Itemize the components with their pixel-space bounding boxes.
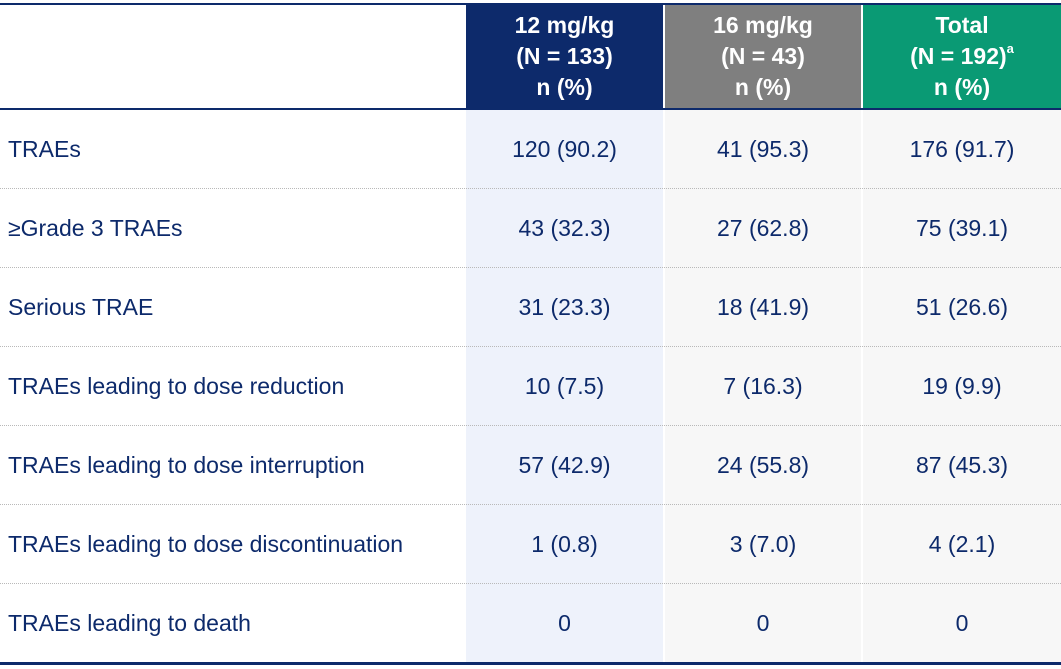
footnote-marker: a — [1006, 41, 1014, 57]
row-divider — [0, 346, 1061, 347]
header-rule — [0, 108, 1061, 110]
column-header-total: Total (N = 192)a n (%) — [863, 5, 1061, 108]
cell-12mg: 31 (23.3) — [518, 294, 611, 320]
column-shading-16mg — [665, 110, 861, 662]
column-header-n: (N = 192) — [910, 43, 1007, 69]
cell-12mg: 57 (42.9) — [518, 452, 611, 478]
cell-total: 4 (2.1) — [928, 531, 996, 557]
cell-16mg: 3 (7.0) — [729, 531, 797, 557]
table-bottom-rule — [0, 662, 1061, 665]
row-label: TRAEs leading to death — [8, 610, 251, 636]
column-header-16mg: 16 mg/kg (N = 43) n (%) — [665, 5, 861, 108]
column-header-dose: Total — [935, 12, 989, 38]
row-label: TRAEs leading to dose reduction — [8, 373, 345, 399]
table-row: Serious TRAE 31 (23.3) 18 (41.9) 51 (26.… — [0, 268, 1061, 347]
table-row: TRAEs 120 (90.2) 41 (95.3) 176 (91.7) — [0, 110, 1061, 189]
table-row: TRAEs leading to dose discontinuation 1 … — [0, 505, 1061, 584]
row-label: TRAEs leading to dose interruption — [8, 452, 365, 478]
cell-12mg: 1 (0.8) — [531, 531, 598, 557]
column-header-unit: n (%) — [933, 74, 991, 100]
row-label: Serious TRAE — [8, 294, 154, 320]
column-header-dose: 16 mg/kg — [713, 12, 813, 38]
column-shading-total — [863, 110, 1061, 662]
row-divider — [0, 188, 1061, 189]
table-row: TRAEs leading to dose reduction 10 (7.5)… — [0, 347, 1061, 426]
column-header-unit: n (%) — [734, 74, 792, 100]
table-row: ≥Grade 3 TRAEs 43 (32.3) 27 (62.8) 75 (3… — [0, 189, 1061, 268]
column-shading-12mg — [466, 110, 663, 662]
row-divider — [0, 267, 1061, 268]
cell-12mg: 120 (90.2) — [512, 136, 617, 162]
cell-16mg: 41 (95.3) — [716, 136, 810, 162]
cell-total: 51 (26.6) — [915, 294, 1009, 320]
cell-16mg: 27 (62.8) — [716, 215, 810, 241]
row-label: ≥Grade 3 TRAEs — [8, 215, 183, 241]
row-divider — [0, 425, 1061, 426]
cell-16mg: 0 — [756, 610, 770, 636]
cell-12mg: 10 (7.5) — [524, 373, 605, 399]
table-row: TRAEs leading to death 0 0 0 — [0, 584, 1061, 663]
row-divider — [0, 583, 1061, 584]
column-header-n: (N = 133) — [516, 43, 613, 69]
table-top-rule — [0, 3, 1061, 5]
cell-12mg: 0 — [558, 610, 571, 636]
cell-16mg: 24 (55.8) — [716, 452, 810, 478]
cell-total: 75 (39.1) — [915, 215, 1009, 241]
cell-total: 19 (9.9) — [922, 373, 1002, 399]
cell-total: 176 (91.7) — [909, 136, 1015, 162]
column-header-12mg: 12 mg/kg (N = 133) n (%) — [466, 5, 663, 108]
cell-total: 0 — [955, 610, 969, 636]
column-header-n: (N = 43) — [721, 43, 805, 69]
cell-16mg: 7 (16.3) — [723, 373, 803, 399]
cell-12mg: 43 (32.3) — [518, 215, 611, 241]
cell-16mg: 18 (41.9) — [716, 294, 810, 320]
table-row: TRAEs leading to dose interruption 57 (4… — [0, 426, 1061, 505]
column-header-n-wrap: (N = 192)a — [863, 41, 1061, 72]
row-label: TRAEs leading to dose discontinuation — [8, 531, 404, 557]
column-header-unit: n (%) — [536, 74, 593, 100]
row-divider — [0, 504, 1061, 505]
column-header-dose: 12 mg/kg — [514, 12, 615, 38]
cell-total: 87 (45.3) — [915, 452, 1009, 478]
row-label: TRAEs — [8, 136, 81, 162]
